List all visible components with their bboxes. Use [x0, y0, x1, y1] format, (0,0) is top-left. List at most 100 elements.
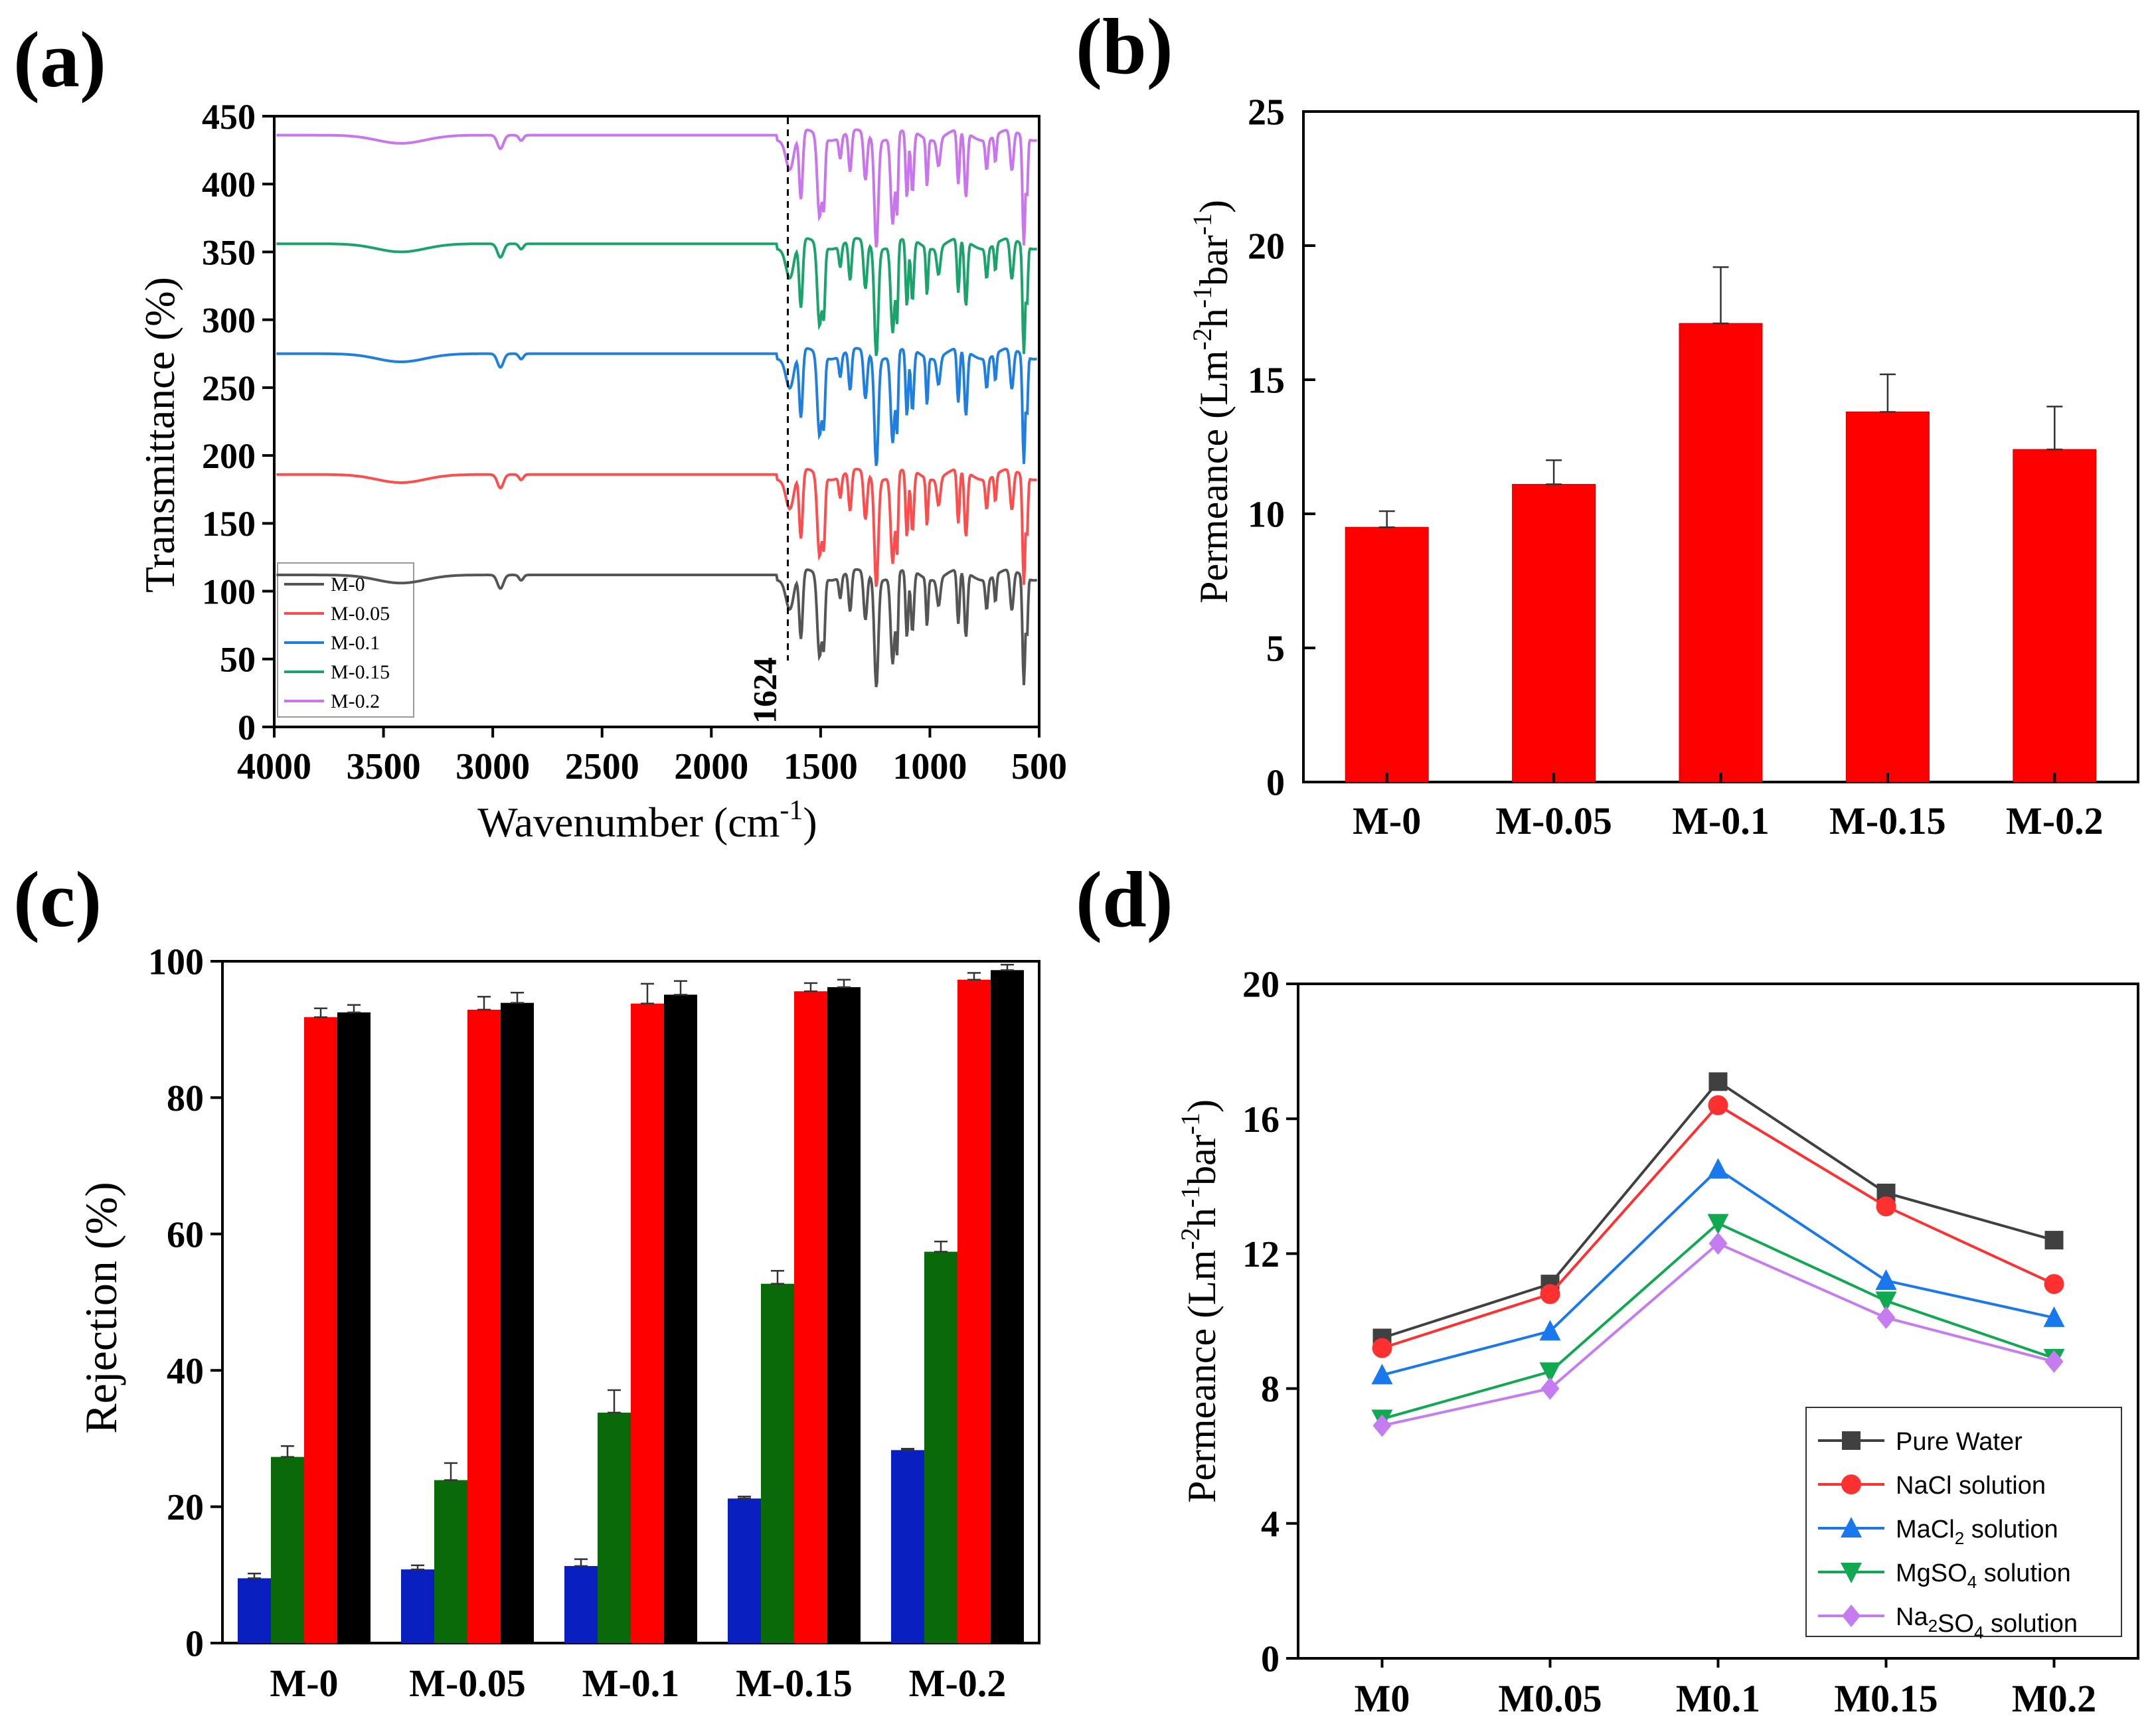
- panel-b-y-tick-label: 25: [1248, 92, 1285, 133]
- panel-a-annotation: 1624: [746, 657, 783, 724]
- panel-c-bar-M-0.1-series-3: [631, 1003, 664, 1643]
- panel-d-y-tick-label: 12: [1242, 1234, 1280, 1275]
- panel-a-y-tick-label: 100: [202, 572, 256, 611]
- panel-d-point-NaCl solution: [2044, 1274, 2064, 1295]
- panel-a-x-tick-label: 3000: [456, 746, 530, 787]
- panel-c-bar-M-0.05-series-2: [434, 1480, 467, 1643]
- panel-b-y-label: Permeance (Lm-2h-1bar-1): [1187, 200, 1236, 603]
- panel-c-bar-M-0.05-series-1: [401, 1569, 434, 1643]
- panel-label-a: (a): [13, 15, 106, 104]
- ftir-line-M-0.05: [276, 467, 1038, 587]
- panel-d-y-tick-label: 0: [1261, 1639, 1280, 1680]
- panel-c-bar-M-0.1-series-1: [564, 1565, 598, 1643]
- panel-a-legend-label: M-0.15: [331, 661, 390, 683]
- panel-a-ftir-chart: Transmittance (%) Wavenumber (cm-1) M-0M…: [136, 97, 1067, 846]
- panel-d-y-tick-label: 8: [1261, 1369, 1280, 1410]
- ftir-line-M-0.15: [276, 237, 1038, 356]
- panel-a-y-tick-label: 150: [202, 504, 256, 544]
- panel-d-y-tick-label: 4: [1261, 1504, 1280, 1545]
- panel-d-legend-label: MaCl2 solution: [1896, 1516, 2058, 1548]
- panel-d-point-Pure Water: [1708, 1072, 1728, 1091]
- panel-d-point-MaCl2 solution: [2043, 1306, 2065, 1327]
- panel-d-point-MaCl2 solution: [1875, 1269, 1897, 1291]
- panel-b-x-tick-label: M-0.05: [1495, 799, 1612, 842]
- panel-d-legend-label: NaCl solution: [1896, 1472, 2046, 1500]
- panel-c-bar-M-0.2-series-2: [924, 1251, 957, 1643]
- panel-label-b: (b): [1076, 2, 1173, 90]
- panel-d-legend-marker: [1842, 1431, 1861, 1450]
- panel-a-y-tick-label: 350: [202, 232, 256, 272]
- panel-a-y-tick-label: 400: [202, 165, 256, 204]
- panel-a-y-tick-label: 0: [238, 708, 256, 748]
- panel-c-bar-M-0-series-4: [337, 1012, 371, 1643]
- panel-a-x-tick-label: 1500: [784, 746, 858, 787]
- panel-c-bar-M-0-series-3: [304, 1017, 337, 1643]
- panel-c-bar-M-0-series-1: [238, 1578, 271, 1643]
- panel-d-point-Pure Water: [2044, 1231, 2064, 1250]
- panel-b-bar-M-0.2: [2013, 449, 2097, 783]
- panel-d-point-NaCl solution: [1372, 1338, 1392, 1358]
- panel-a-x-tick-label: 500: [1011, 746, 1067, 787]
- panel-d-legend-marker: [1841, 1474, 1861, 1494]
- panel-d-point-MaCl2 solution: [1707, 1158, 1729, 1179]
- panel-a-y-tick-label: 250: [202, 368, 256, 408]
- panel-a-legend: M-0M-0.05M-0.1M-0.15M-0.2: [277, 562, 414, 718]
- panel-b-bar-M-0.05: [1512, 484, 1596, 783]
- ftir-line-M-0: [276, 568, 1038, 688]
- panel-c-bar-M-0-series-2: [271, 1457, 304, 1643]
- panel-c-y-tick-label: 80: [167, 1078, 204, 1119]
- panel-d-y-tick-label: 16: [1242, 1099, 1280, 1141]
- panel-a-y-tick-label: 300: [202, 301, 256, 341]
- panel-d-legend-label: MgSO4 solution: [1896, 1559, 2071, 1592]
- panel-b-x-tick-label: M-0: [1353, 799, 1421, 842]
- panel-a-plot-frame: [273, 115, 1040, 728]
- panel-a-y-tick-label: 50: [220, 640, 256, 680]
- panel-c-bar-M-0.2-series-4: [991, 970, 1024, 1643]
- panel-c-bar-M-0.05-series-4: [501, 1002, 534, 1643]
- panel-b-y-tick-label: 5: [1266, 629, 1285, 670]
- panel-c-y-tick-label: 100: [148, 942, 204, 983]
- panel-c-rejection-bar-chart: Rejection (%) 0 20 40 60 80 100 M-0 M-0.05 M-0.1…: [76, 942, 1040, 1705]
- panel-a-x-tick-label: 1000: [892, 746, 967, 787]
- panel-d-point-NaCl solution: [1708, 1095, 1728, 1115]
- panel-d-point-MgSO4 solution: [1539, 1362, 1561, 1383]
- panel-a-y-label: Transmittance (%): [136, 277, 183, 593]
- panel-c-bar-M-0.1-series-2: [598, 1412, 631, 1643]
- panel-a-y-tick-label: 200: [202, 436, 256, 476]
- panel-d-legend-marker: [1842, 1605, 1861, 1627]
- panel-b-x-tick-label: M-0.1: [1672, 799, 1770, 842]
- panel-d-point-NaCl solution: [1876, 1196, 1896, 1217]
- panel-d-legend-marker: [1841, 1517, 1862, 1538]
- panel-d-line-Pure Water: [1381, 1079, 2055, 1340]
- panel-d-x-tick-label: M0.05: [1498, 1677, 1602, 1720]
- panel-b-y-tick-label: 15: [1248, 360, 1285, 402]
- panel-c-bar-M-0.2-series-3: [957, 979, 991, 1643]
- panel-b-bar-M-0.1: [1679, 323, 1763, 783]
- panel-b-bar-M-0: [1345, 526, 1429, 783]
- panel-d-line-Na2SO4 solution: [1382, 1241, 2055, 1427]
- panel-c-x-tick-label: M-0.1: [582, 1662, 680, 1705]
- panel-c-bar-M-0.2-series-1: [891, 1450, 924, 1643]
- panel-c-y-tick-label: 40: [167, 1351, 204, 1392]
- panel-d-x-tick-label: M0: [1355, 1677, 1410, 1720]
- panel-d-x-tick-label: M0.15: [1834, 1677, 1938, 1720]
- panel-a-y-tick-label: 450: [202, 97, 256, 137]
- panel-d-point-Na2SO4 solution: [1876, 1306, 1896, 1329]
- panel-b-y-tick-label: 10: [1248, 495, 1285, 536]
- panel-d-y-label: Permeance (Lm-2h-1bar-1): [1175, 1099, 1224, 1503]
- panel-d-point-MgSO4 solution: [1875, 1291, 1897, 1312]
- panel-c-bar-M-0.15-series-3: [794, 991, 827, 1643]
- panel-c-bar-M-0.05-series-3: [467, 1009, 501, 1643]
- panel-c-bar-M-0.1-series-4: [664, 994, 697, 1643]
- panel-c-x-tick-label: M-0.2: [909, 1662, 1007, 1705]
- panel-d-point-Na2SO4 solution: [1540, 1377, 1560, 1400]
- panel-a-x-tick-label: 3500: [347, 746, 421, 787]
- panel-c-bar-M-0.15-series-2: [761, 1283, 794, 1643]
- panel-b-x-tick-label: M-0.15: [1829, 799, 1946, 842]
- panel-c-x-tick-label: M-0: [270, 1662, 338, 1705]
- panel-d-x-tick-label: M0.1: [1676, 1677, 1760, 1720]
- panel-b-y-tick-label: 20: [1248, 226, 1285, 268]
- panel-a-x-tick-label: 2000: [674, 746, 748, 787]
- panel-b-permeance-bar-chart: Permeance (Lm-2h-1bar-1) 0 5 10 15 20 25 M-0 M-…: [1187, 92, 2139, 842]
- panel-d-point-MgSO4 solution: [1707, 1214, 1729, 1235]
